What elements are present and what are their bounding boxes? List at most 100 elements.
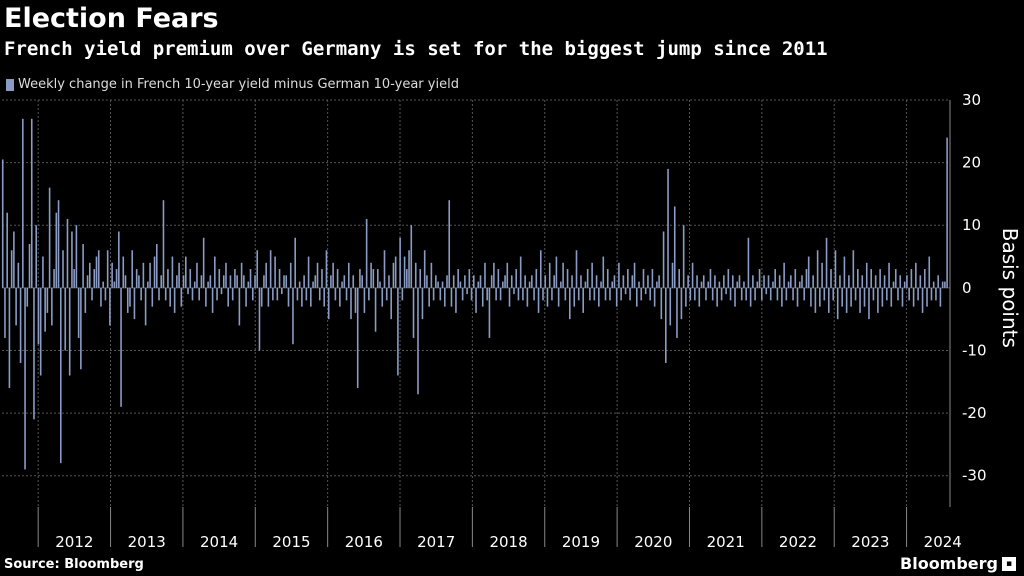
data-bar [48,187,51,288]
data-bar [544,275,547,288]
data-bar [615,287,618,307]
data-bar [84,287,87,313]
data-bar [334,287,337,301]
data-bar [816,250,819,288]
data-bar [343,275,346,288]
data-bar [399,237,401,288]
data-bar [843,256,846,288]
data-bar [468,269,471,288]
data-bar [80,287,82,370]
data-bar [691,262,694,288]
data-bar [653,287,656,307]
data-bar [450,287,453,307]
data-bar [767,275,770,288]
data-bar [575,250,578,288]
data-bar [481,287,484,307]
data-bar [662,231,665,288]
x-tick-label: 2021 [707,533,745,551]
data-bar [439,287,442,301]
data-bar [461,287,464,301]
data-bar [593,287,596,301]
data-bar [64,287,67,351]
data-bar [403,256,406,288]
data-bar [149,262,151,288]
data-bar [555,256,558,288]
data-bar [946,137,948,288]
y-tick-label: 30 [962,91,981,109]
data-bar [459,281,462,288]
data-bar [42,256,44,288]
data-bar [171,256,174,288]
data-bar [408,250,410,288]
data-bar [638,281,640,288]
data-bar [743,281,745,288]
data-bar [698,287,701,307]
data-bar [785,287,788,301]
data-bar [356,287,359,389]
data-bar [912,287,915,307]
data-bar [363,287,366,313]
data-bar [341,281,343,288]
data-bar [280,287,283,295]
data-bar [631,275,634,288]
data-bar [173,287,176,313]
data-bar [801,275,803,288]
data-bar [464,275,466,288]
data-bar [283,275,285,288]
data-bar [854,287,857,301]
data-bar [158,287,160,301]
data-bar [865,262,868,288]
data-bar [932,281,935,288]
data-bar [506,262,509,288]
x-tick-label: 2013 [128,533,166,551]
data-bar [62,250,64,288]
data-bar [937,275,939,288]
data-bar [267,287,270,307]
data-bar [191,287,194,301]
data-bar [560,281,562,288]
data-bar [923,269,926,288]
data-bar [640,287,643,301]
data-bar [207,281,209,288]
data-bar [381,287,384,307]
data-bar [783,262,785,288]
y-tick-label: 0 [962,279,972,297]
data-bar [582,287,584,313]
data-bar [44,287,46,332]
data-bar [22,118,24,288]
data-bar [57,200,60,288]
data-bar [428,287,430,307]
data-bar [91,287,93,301]
data-bar [19,287,22,363]
data-bar [606,269,609,288]
data-bar [307,256,310,288]
data-bar [803,287,806,301]
data-bar [624,287,627,295]
data-bar [205,287,207,307]
data-bar [861,275,864,288]
data-bar [792,287,794,301]
data-bar [263,275,265,288]
data-bar [196,262,198,288]
data-bar [778,275,781,288]
y-tick-label: -10 [962,341,987,359]
data-bar [513,287,515,295]
data-bar [180,287,183,307]
data-bar [443,287,446,307]
data-bar [140,287,142,301]
data-bar [352,275,355,288]
data-bar [557,287,560,307]
data-bar [142,262,145,288]
data-bar [234,269,236,288]
bloomberg-logo-icon: ▪ [1002,557,1016,571]
data-bar [725,287,727,295]
data-bar [584,281,587,288]
data-bar [303,275,305,288]
data-bar [240,262,243,288]
data-bar [109,287,111,326]
data-bar [274,256,276,288]
data-bar [216,287,218,301]
data-bar [667,168,669,288]
data-bar [254,275,256,288]
data-bar [193,281,196,288]
